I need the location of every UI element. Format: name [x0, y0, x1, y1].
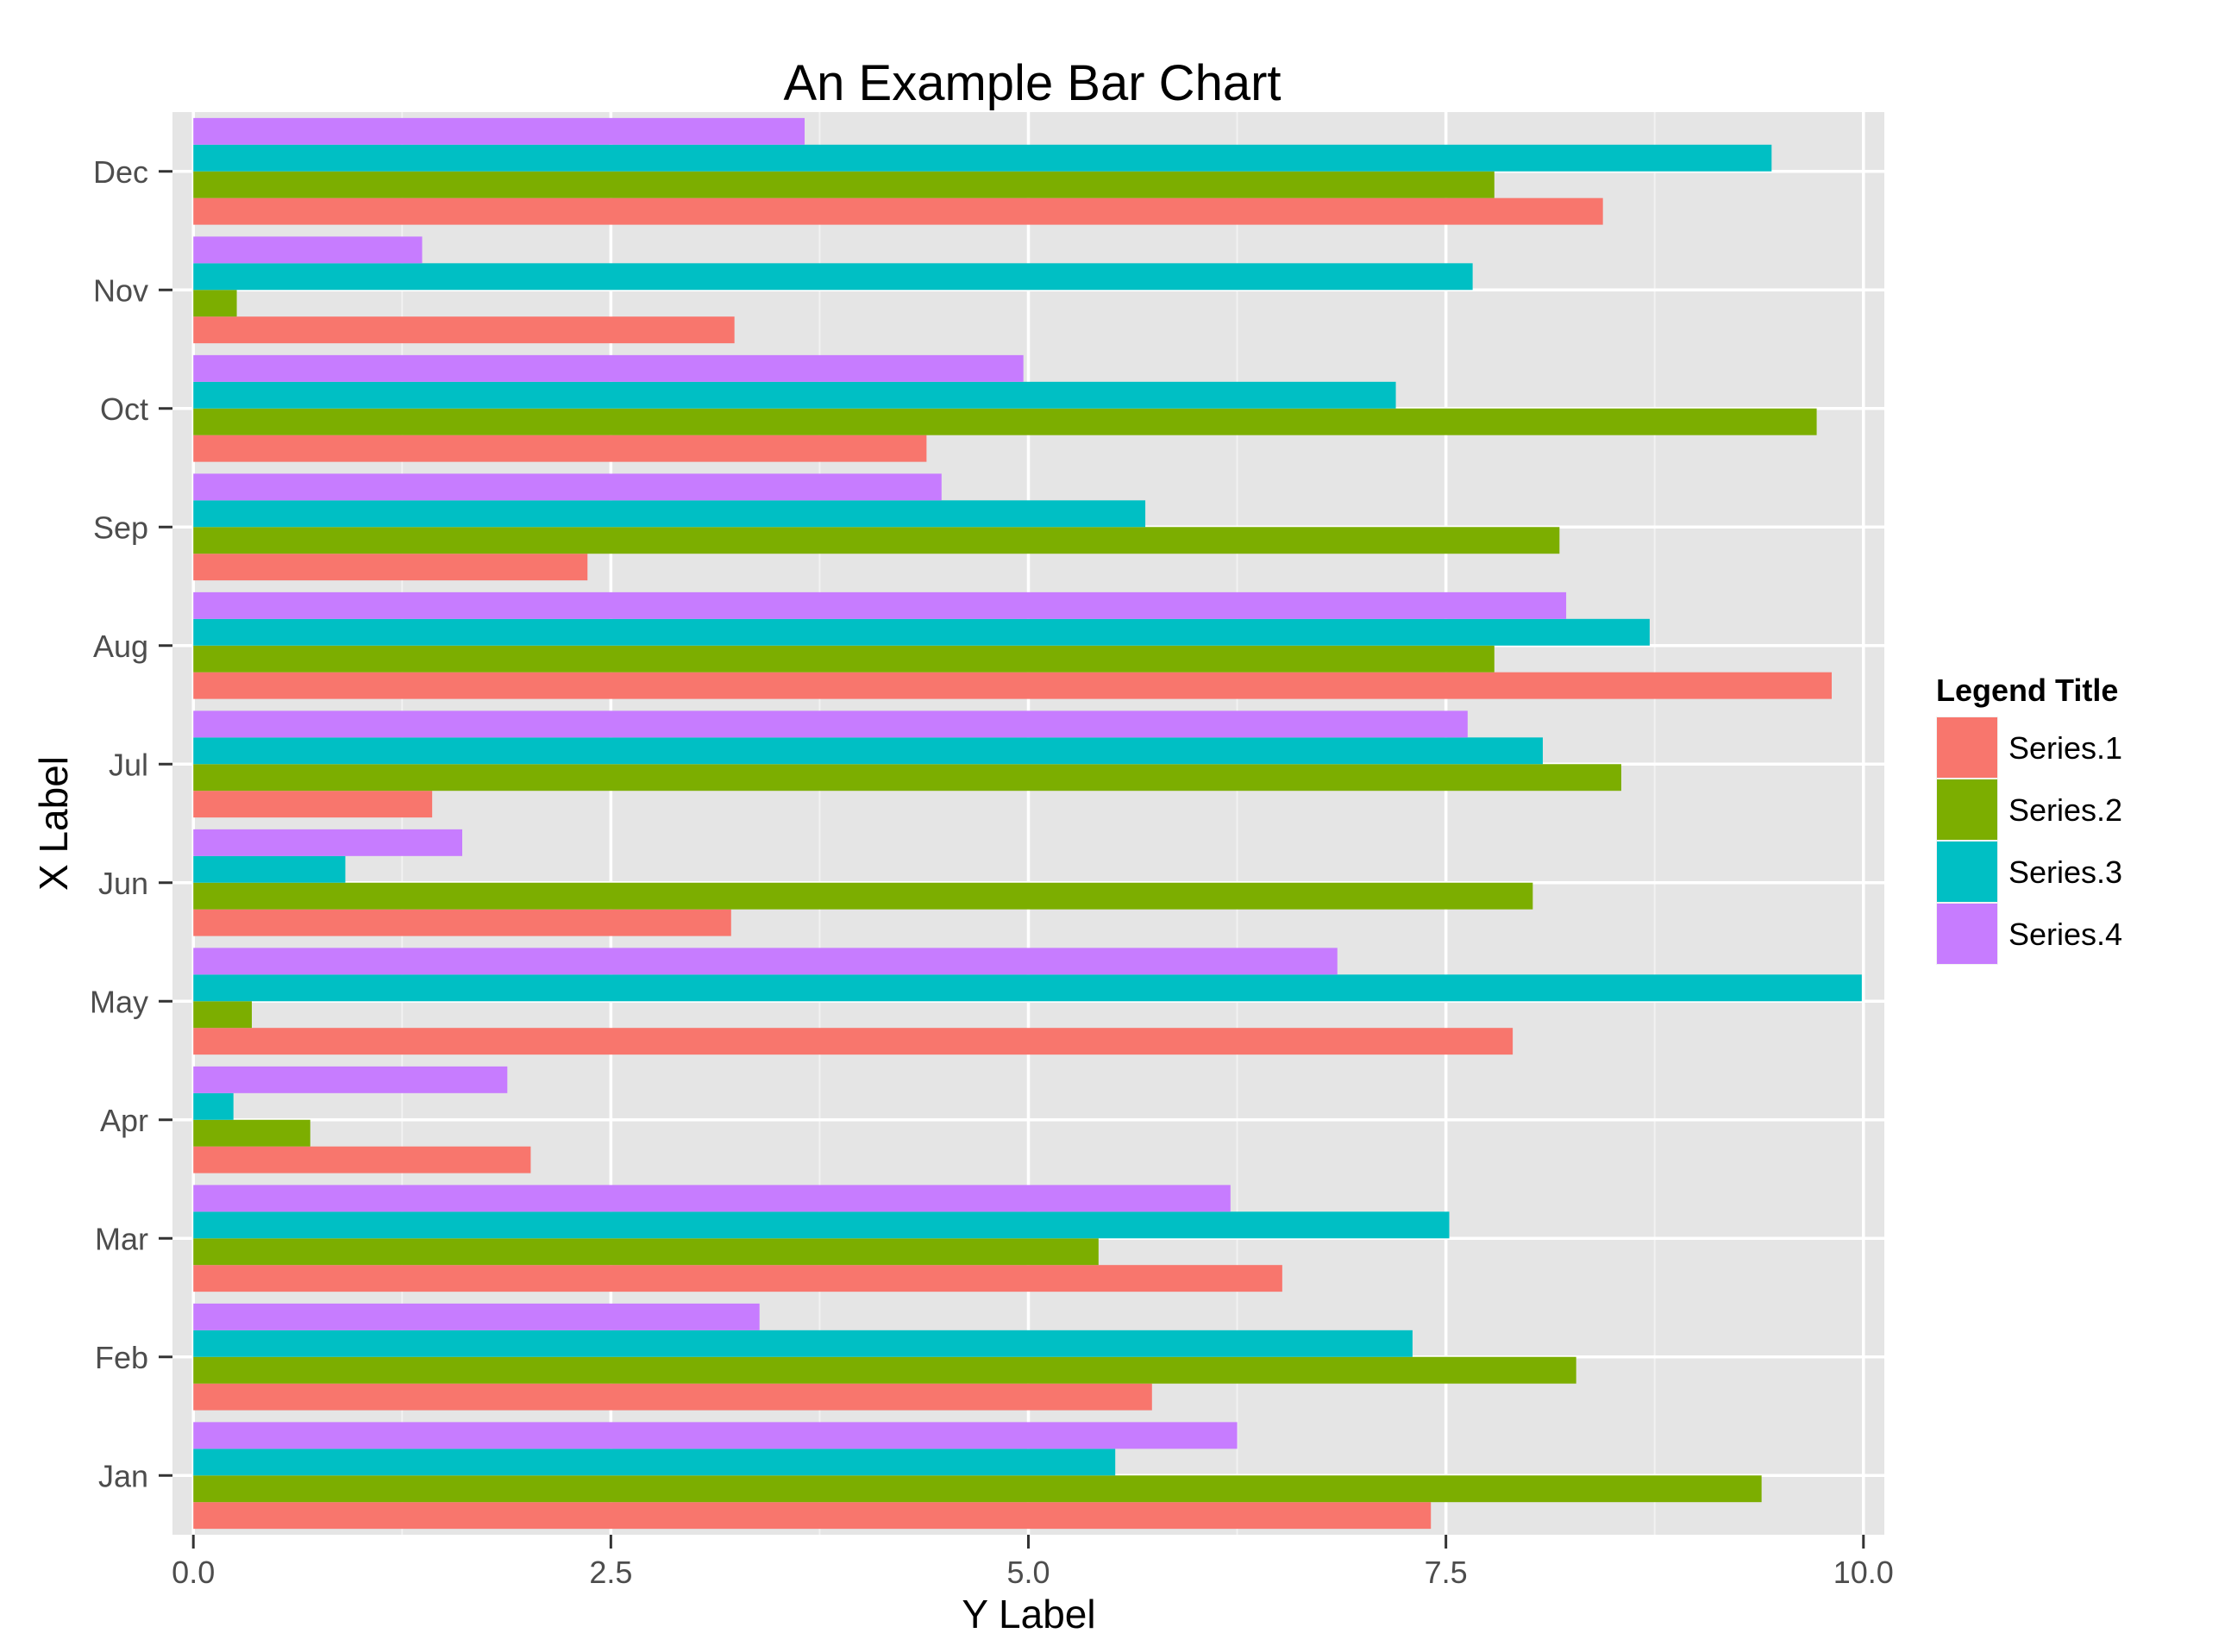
- category-tick-label: Mar: [95, 1221, 148, 1256]
- bar-oct-series-1: [193, 435, 927, 462]
- bar-apr-series-3: [193, 1092, 234, 1120]
- bar-feb-series-4: [193, 1303, 760, 1330]
- bar-dec-series-3: [193, 144, 1772, 172]
- bar-sep-series-4: [193, 473, 942, 501]
- legend: Legend Title Series.1 Series.2 Series.3 Ser…: [1936, 673, 2122, 965]
- bar-jan-series-2: [193, 1475, 1762, 1503]
- category-tick-label: Nov: [93, 272, 148, 308]
- legend-label: Series.3: [2009, 854, 2122, 890]
- legend-label: Series.1: [2009, 730, 2122, 766]
- bar-nov-series-4: [193, 236, 423, 264]
- bar-jul-series-3: [193, 737, 1543, 765]
- value-axis: 0.0 2.5 5.0 7.5 10.0: [172, 1535, 1894, 1590]
- legend-key-series-2: [1937, 779, 1997, 840]
- bar-jul-series-2: [193, 764, 1621, 792]
- category-tick-label: Jun: [98, 866, 148, 901]
- legend-key-series-4: [1937, 904, 1997, 964]
- bar-may-series-4: [193, 948, 1338, 975]
- y-axis-title: X Label: [31, 756, 76, 891]
- bar-jun-series-1: [193, 909, 731, 936]
- bar-oct-series-3: [193, 381, 1396, 409]
- bar-jan-series-3: [193, 1449, 1116, 1476]
- category-tick-label: Sep: [93, 510, 148, 545]
- bar-dec-series-1: [193, 197, 1603, 225]
- bar-sep-series-3: [193, 500, 1146, 528]
- bar-aug-series-4: [193, 591, 1567, 619]
- bar-jun-series-4: [193, 829, 462, 856]
- bar-sep-series-1: [193, 554, 588, 581]
- bar-aug-series-2: [193, 645, 1495, 673]
- bar-mar-series-4: [193, 1185, 1231, 1212]
- bar-may-series-1: [193, 1028, 1513, 1055]
- category-tick-label: Jul: [109, 747, 148, 782]
- x-axis-title: Y Label: [962, 1592, 1095, 1636]
- bar-may-series-2: [193, 1001, 252, 1029]
- legend-label: Series.4: [2009, 917, 2122, 952]
- bar-dec-series-2: [193, 171, 1495, 198]
- bar-feb-series-3: [193, 1330, 1413, 1357]
- category-tick-label: Oct: [100, 391, 148, 427]
- bar-mar-series-2: [193, 1238, 1099, 1266]
- category-tick-label: Dec: [93, 154, 148, 190]
- bar-aug-series-3: [193, 618, 1650, 646]
- bar-nov-series-1: [193, 316, 735, 344]
- legend-key-series-1: [1937, 717, 1997, 778]
- bar-oct-series-2: [193, 408, 1817, 435]
- bar-jul-series-1: [193, 791, 433, 818]
- bar-jun-series-2: [193, 882, 1533, 910]
- bar-apr-series-4: [193, 1066, 508, 1093]
- bar-jun-series-3: [193, 855, 346, 883]
- bars-group: [193, 117, 1862, 1530]
- legend-label: Series.2: [2009, 792, 2122, 828]
- bar-mar-series-3: [193, 1211, 1450, 1239]
- value-tick-label: 0.0: [172, 1555, 215, 1590]
- bar-apr-series-2: [193, 1119, 310, 1147]
- legend-title: Legend Title: [1936, 673, 2118, 708]
- value-tick-label: 2.5: [589, 1555, 632, 1590]
- value-tick-label: 7.5: [1425, 1555, 1468, 1590]
- bar-sep-series-2: [193, 527, 1560, 554]
- bar-feb-series-2: [193, 1356, 1576, 1384]
- legend-key-series-3: [1937, 842, 1997, 902]
- category-tick-label: May: [90, 984, 148, 1019]
- bar-jan-series-4: [193, 1422, 1238, 1449]
- value-tick-label: 10.0: [1833, 1555, 1894, 1590]
- category-tick-label: Feb: [95, 1340, 148, 1375]
- bar-jan-series-1: [193, 1502, 1432, 1530]
- bar-jul-series-4: [193, 710, 1468, 738]
- category-axis: Jan Feb Mar Apr May Jun Jul Aug Sep Oct Nov Dec: [90, 154, 172, 1493]
- category-tick-label: Apr: [100, 1103, 148, 1138]
- bar-oct-series-4: [193, 354, 1024, 382]
- bar-nov-series-3: [193, 263, 1473, 291]
- minor-gridlines: [401, 112, 1656, 1535]
- value-tick-label: 5.0: [1006, 1555, 1050, 1590]
- bar-nov-series-2: [193, 290, 237, 317]
- bar-feb-series-1: [193, 1383, 1152, 1411]
- category-tick-label: Jan: [98, 1458, 148, 1493]
- bar-aug-series-1: [193, 672, 1832, 699]
- category-tick-label: Aug: [93, 629, 148, 664]
- bar-may-series-3: [193, 974, 1862, 1002]
- bar-dec-series-4: [193, 117, 805, 145]
- chart-title: An Example Bar Chart: [783, 55, 1281, 111]
- bar-apr-series-1: [193, 1146, 531, 1173]
- bar-mar-series-1: [193, 1265, 1282, 1292]
